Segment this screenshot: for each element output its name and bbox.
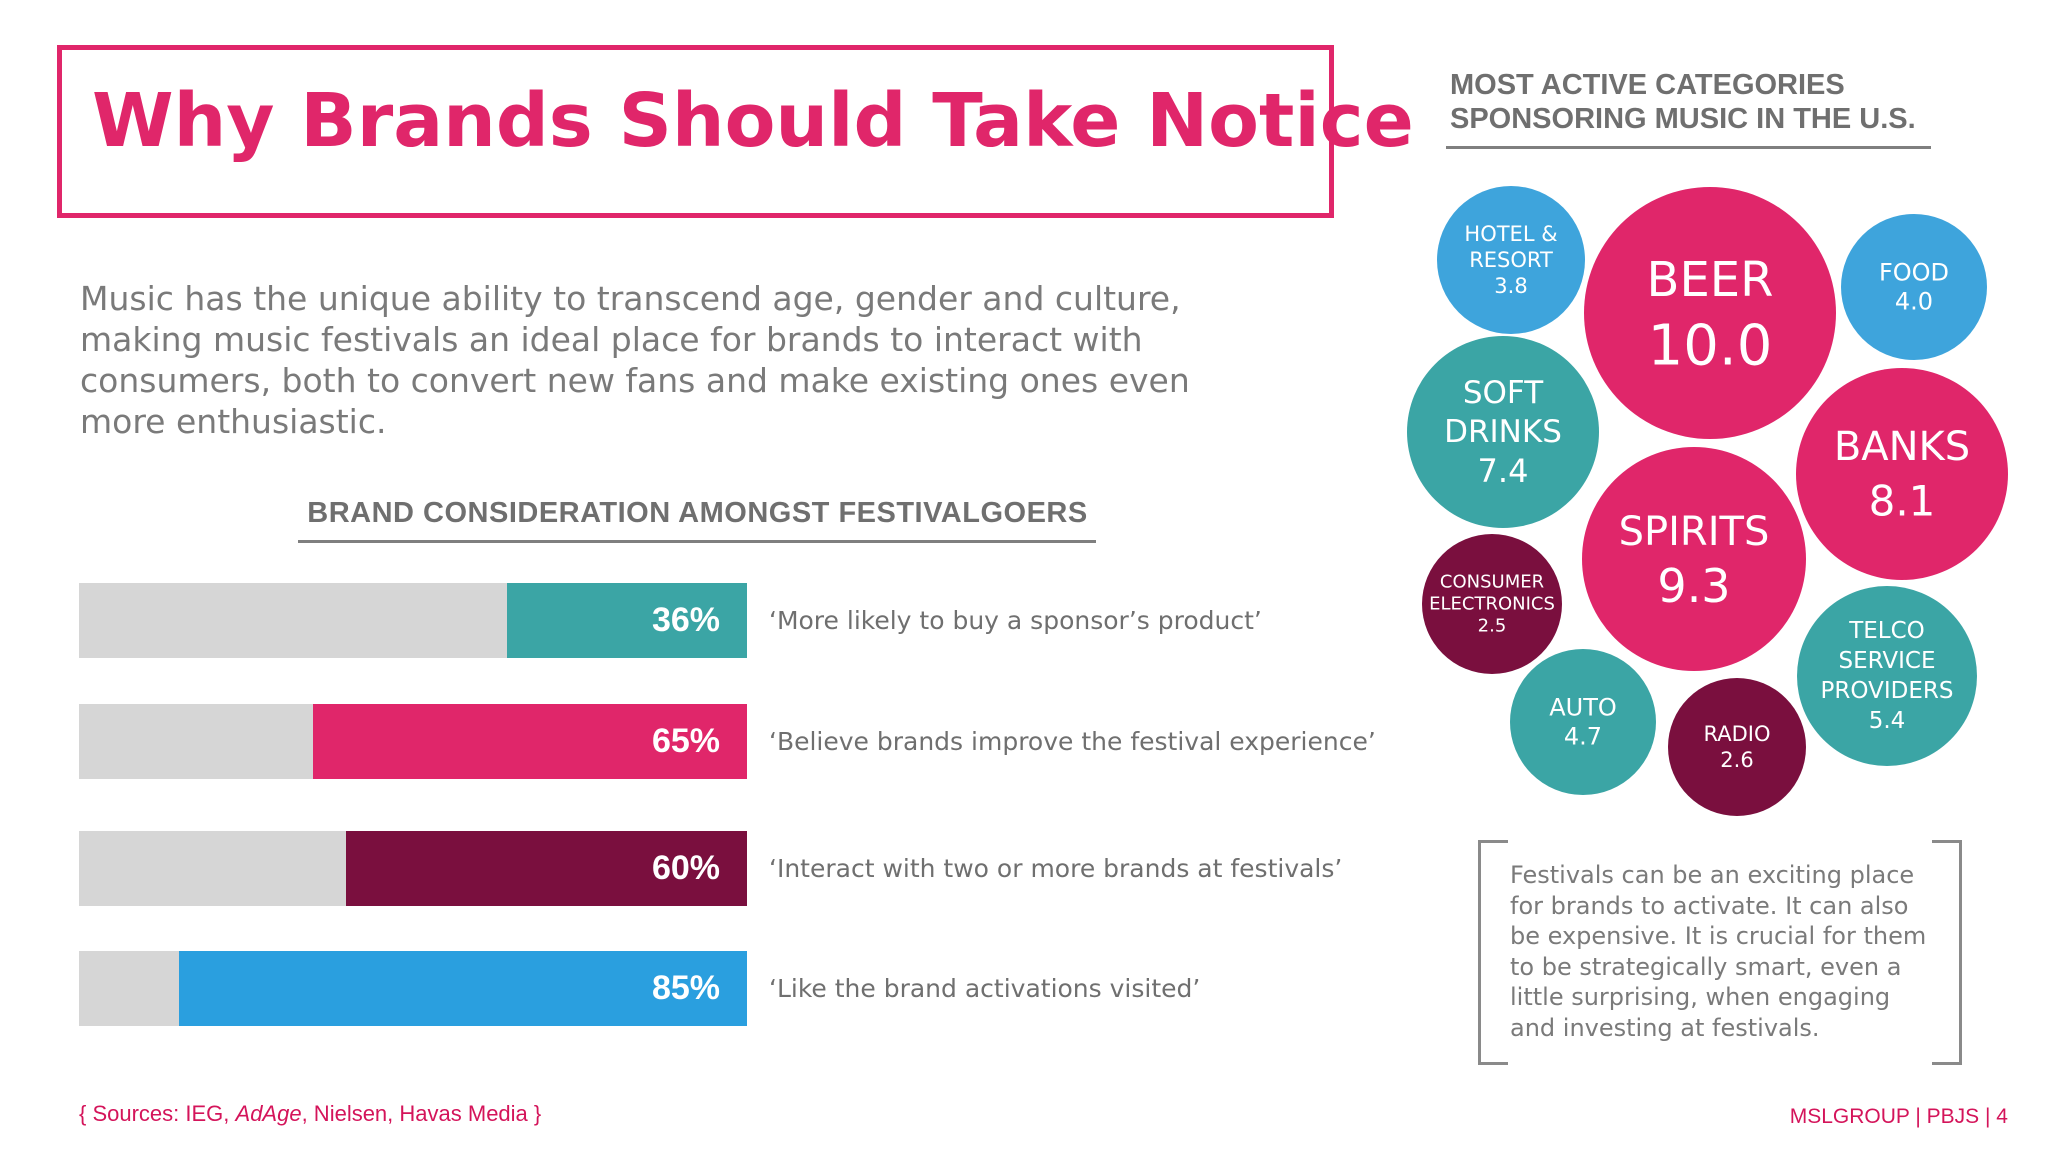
bubble-value-label: 9.3 — [1657, 559, 1730, 613]
bubble-circle — [1841, 214, 1987, 360]
bubble-category-label: SERVICE — [1839, 648, 1936, 674]
bar-category-label: ‘Interact with two or more brands at fes… — [769, 854, 1343, 883]
bubble-category-label: CONSUMER — [1440, 572, 1544, 593]
bar-track: 60% — [79, 831, 747, 906]
bubble: TELCO SERVICE PROVIDERS 5.4 — [1797, 586, 1977, 766]
bar-fill: 85% — [179, 951, 747, 1026]
bubble-circle — [1668, 678, 1806, 816]
sources-text-1: { Sources: IEG, — [79, 1101, 236, 1126]
bubble-category-label: PROVIDERS — [1821, 678, 1954, 704]
bubble-circle — [1422, 534, 1562, 674]
bubble-category-label: DRINKS — [1444, 414, 1562, 450]
bubble-circle — [1584, 187, 1836, 439]
bubble-chart-title: MOST ACTIVE CATEGORIES SPONSORING MUSIC … — [1450, 68, 1930, 136]
bar-value-label: 36% — [651, 601, 720, 639]
bracket-left — [1478, 840, 1508, 1065]
note-box: Festivals can be an exciting place for b… — [1478, 840, 1962, 1065]
bar-chart-title: BRAND CONSIDERATION AMONGST FESTIVALGOER… — [307, 497, 1088, 529]
bubble-value-label: 4.7 — [1564, 723, 1602, 751]
bar-fill: 36% — [506, 583, 747, 658]
bubble-circle — [1582, 447, 1806, 671]
bubble-value-label: 2.6 — [1720, 748, 1753, 772]
intro-paragraph: Music has the unique ability to transcen… — [80, 279, 1190, 441]
bubble-category-label: FOOD — [1879, 259, 1949, 287]
bubble-category-label: HOTEL & — [1464, 222, 1557, 246]
sources-text-2: , Nielsen, Havas Media } — [301, 1101, 542, 1126]
sources-text-italic: AdAge — [235, 1101, 302, 1126]
bubble-category-label: RADIO — [1704, 722, 1771, 746]
footer-page-info: MSLGROUP | PBJS | 4 — [1789, 1105, 2008, 1128]
bar-track: 36% — [79, 583, 747, 658]
bubble-circle — [1797, 586, 1977, 766]
bubble-value-label: 10.0 — [1648, 314, 1773, 379]
bubble-category-label: BEER — [1647, 252, 1774, 308]
page-title: Why Brands Should Take Notice — [92, 78, 1414, 164]
bar-category-label: ‘Like the brand activations visited’ — [769, 974, 1201, 1003]
bubble-value-label: 2.5 — [1478, 616, 1507, 637]
note-text: Festivals can be an exciting place for b… — [1510, 861, 1927, 1042]
bubble-circle — [1510, 649, 1656, 795]
bar-track: 85% — [79, 951, 747, 1026]
bubble-value-label: 8.1 — [1869, 477, 1936, 526]
bubble-circle — [1407, 336, 1599, 528]
bubble-category-label: TELCO — [1848, 618, 1925, 644]
bubble-value-label: 5.4 — [1869, 708, 1906, 734]
bar-value-label: 65% — [651, 722, 720, 760]
bracket-right — [1932, 840, 1962, 1065]
bubble-value-label: 3.8 — [1494, 274, 1527, 298]
bubble-value-label: 4.0 — [1895, 288, 1933, 316]
bar-category-label: ‘Believe brands improve the festival exp… — [769, 727, 1376, 756]
title-box: Why Brands Should Take Notice — [57, 45, 1414, 218]
bubble-category-label: BANKS — [1834, 424, 1970, 470]
bar-value-label: 85% — [651, 969, 720, 1007]
bar-track: 65% — [79, 704, 747, 779]
bar-category-label: ‘More likely to buy a sponsor’s product’ — [769, 606, 1262, 635]
bubble-chart-title-underline — [1446, 146, 1931, 149]
bubble-category-label: RESORT — [1469, 248, 1553, 272]
bubble-circle — [1437, 186, 1585, 334]
bar-fill: 65% — [312, 704, 747, 779]
bubble: BEER 10.0 — [1584, 187, 1836, 439]
bubble: BANKS 8.1 — [1796, 368, 2008, 580]
bubble-circle — [1796, 368, 2008, 580]
bar-chart-title-underline — [298, 540, 1096, 543]
bubble-category-label: AUTO — [1549, 694, 1617, 722]
bubble-category-label: ELECTRONICS — [1429, 594, 1555, 615]
bar-value-label: 60% — [651, 849, 720, 887]
bubble-chart-title-line-2: SPONSORING MUSIC IN THE U.S. — [1450, 103, 1916, 135]
bubble-value-label: 7.4 — [1478, 452, 1529, 490]
sources-note: { Sources: IEG, AdAge, Nielsen, Havas Me… — [79, 1101, 541, 1127]
bubble-category-label: SPIRITS — [1619, 509, 1770, 555]
bubble-chart-title-line-1: MOST ACTIVE CATEGORIES — [1450, 69, 1845, 101]
bar-fill: 60% — [346, 831, 747, 906]
bubble-category-label: SOFT — [1463, 375, 1544, 411]
